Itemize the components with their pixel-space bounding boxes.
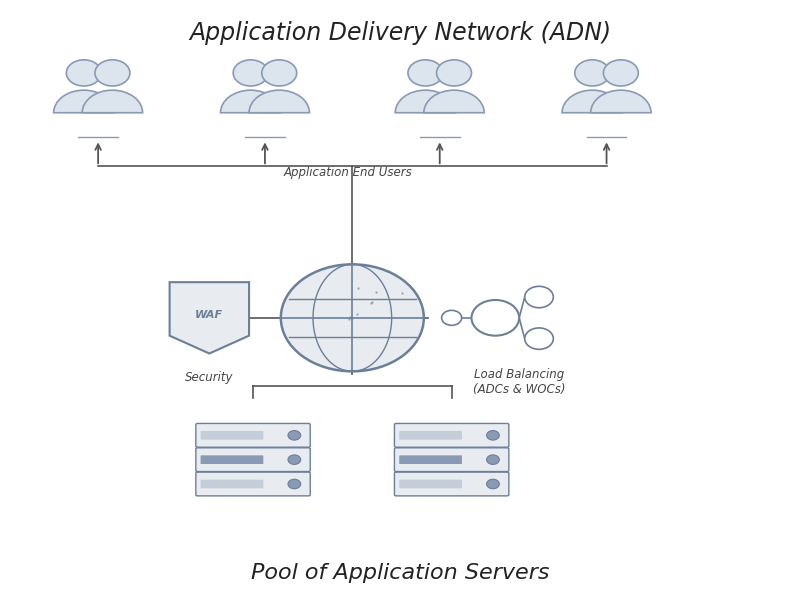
Circle shape bbox=[288, 431, 301, 440]
Circle shape bbox=[471, 300, 519, 335]
Wedge shape bbox=[424, 90, 484, 113]
Circle shape bbox=[603, 60, 638, 86]
Circle shape bbox=[486, 479, 499, 489]
Wedge shape bbox=[395, 90, 456, 113]
FancyBboxPatch shape bbox=[196, 472, 310, 496]
FancyBboxPatch shape bbox=[394, 448, 509, 472]
Circle shape bbox=[408, 60, 443, 86]
Circle shape bbox=[95, 60, 130, 86]
Polygon shape bbox=[170, 282, 249, 353]
Circle shape bbox=[442, 310, 462, 325]
Circle shape bbox=[262, 60, 297, 86]
Text: Application End Users: Application End Users bbox=[284, 166, 413, 179]
FancyBboxPatch shape bbox=[399, 479, 462, 488]
FancyBboxPatch shape bbox=[201, 455, 263, 464]
FancyBboxPatch shape bbox=[201, 479, 263, 488]
FancyBboxPatch shape bbox=[399, 455, 462, 464]
Text: Load Balancing
(ADCs & WOCs): Load Balancing (ADCs & WOCs) bbox=[473, 368, 566, 397]
Text: Pool of Application Servers: Pool of Application Servers bbox=[250, 563, 550, 583]
Circle shape bbox=[525, 286, 554, 308]
Wedge shape bbox=[562, 90, 622, 113]
Wedge shape bbox=[221, 90, 281, 113]
Text: WAF: WAF bbox=[195, 310, 223, 320]
Circle shape bbox=[574, 60, 610, 86]
FancyBboxPatch shape bbox=[196, 448, 310, 472]
FancyBboxPatch shape bbox=[196, 424, 310, 447]
Circle shape bbox=[233, 60, 268, 86]
Text: Application Delivery Network (ADN): Application Delivery Network (ADN) bbox=[189, 20, 611, 44]
Wedge shape bbox=[590, 90, 651, 113]
Circle shape bbox=[66, 60, 102, 86]
Wedge shape bbox=[54, 90, 114, 113]
Circle shape bbox=[288, 479, 301, 489]
Circle shape bbox=[486, 455, 499, 464]
Circle shape bbox=[525, 328, 554, 349]
Wedge shape bbox=[82, 90, 142, 113]
Wedge shape bbox=[249, 90, 310, 113]
FancyBboxPatch shape bbox=[201, 431, 263, 440]
Circle shape bbox=[281, 265, 424, 371]
Circle shape bbox=[288, 455, 301, 464]
FancyBboxPatch shape bbox=[399, 431, 462, 440]
Circle shape bbox=[437, 60, 471, 86]
FancyBboxPatch shape bbox=[394, 424, 509, 447]
FancyBboxPatch shape bbox=[394, 472, 509, 496]
Circle shape bbox=[486, 431, 499, 440]
Text: Security: Security bbox=[185, 371, 234, 385]
